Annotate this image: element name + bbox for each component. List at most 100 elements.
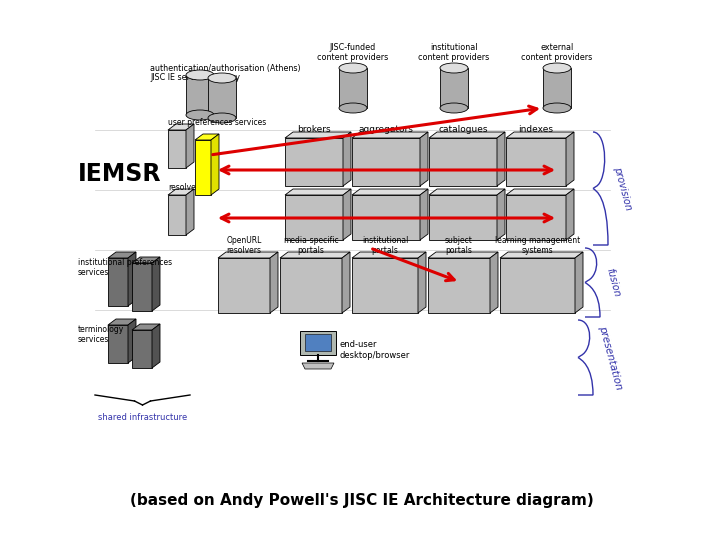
Text: provision: provision (612, 166, 634, 211)
Polygon shape (352, 132, 428, 138)
Text: resolvers: resolvers (168, 183, 203, 192)
Polygon shape (186, 75, 214, 115)
Text: learning management
systems: learning management systems (495, 235, 580, 255)
Polygon shape (352, 138, 420, 186)
Polygon shape (343, 132, 351, 186)
Text: (based on Andy Powell's JISC IE Architecture diagram): (based on Andy Powell's JISC IE Architec… (130, 492, 594, 508)
Polygon shape (429, 195, 497, 240)
Polygon shape (429, 132, 505, 138)
Polygon shape (285, 138, 343, 186)
Polygon shape (440, 68, 468, 108)
Polygon shape (429, 189, 505, 195)
Polygon shape (168, 189, 194, 195)
Polygon shape (566, 132, 574, 186)
Text: OpenURL
resolvers: OpenURL resolvers (226, 235, 261, 255)
Text: subject
portals: subject portals (445, 235, 473, 255)
Ellipse shape (440, 103, 468, 113)
Ellipse shape (208, 113, 236, 123)
Text: media-specific
portals: media-specific portals (283, 235, 339, 255)
Polygon shape (108, 252, 136, 258)
Polygon shape (506, 195, 566, 240)
Polygon shape (420, 132, 428, 186)
Text: end-user
desktop/browser: end-user desktop/browser (340, 340, 410, 360)
Polygon shape (195, 134, 219, 140)
Polygon shape (575, 252, 583, 313)
Polygon shape (186, 189, 194, 235)
Polygon shape (343, 189, 351, 240)
Text: fusion: fusion (604, 267, 621, 298)
Polygon shape (270, 252, 278, 313)
Polygon shape (352, 258, 418, 313)
Text: user preferences services: user preferences services (168, 118, 266, 127)
Polygon shape (428, 252, 498, 258)
Text: aggregators: aggregators (359, 125, 413, 134)
Text: shared infrastructure: shared infrastructure (98, 413, 187, 422)
Polygon shape (305, 334, 331, 351)
Polygon shape (128, 252, 136, 306)
Ellipse shape (186, 70, 214, 80)
Polygon shape (285, 195, 343, 240)
Polygon shape (195, 140, 211, 195)
Polygon shape (280, 258, 342, 313)
Polygon shape (132, 257, 160, 263)
Polygon shape (168, 124, 194, 130)
Polygon shape (300, 331, 336, 355)
Polygon shape (497, 132, 505, 186)
Polygon shape (168, 195, 186, 235)
Polygon shape (152, 257, 160, 311)
Polygon shape (342, 252, 350, 313)
Polygon shape (211, 134, 219, 195)
Polygon shape (218, 252, 278, 258)
Text: presentation: presentation (597, 324, 624, 391)
Text: JISC-funded
content providers: JISC-funded content providers (318, 43, 389, 62)
Polygon shape (420, 189, 428, 240)
Text: institutional
portals: institutional portals (362, 235, 408, 255)
Polygon shape (566, 189, 574, 240)
Text: JISC IE service registry: JISC IE service registry (150, 73, 240, 82)
Ellipse shape (440, 63, 468, 73)
Ellipse shape (186, 110, 214, 120)
Polygon shape (302, 363, 334, 369)
Text: catalogues: catalogues (438, 125, 487, 134)
Ellipse shape (208, 73, 236, 83)
Polygon shape (490, 252, 498, 313)
Polygon shape (128, 319, 136, 363)
Text: institutional
content providers: institutional content providers (418, 43, 490, 62)
Polygon shape (285, 132, 351, 138)
Polygon shape (186, 124, 194, 168)
Polygon shape (352, 195, 420, 240)
Polygon shape (428, 258, 490, 313)
Ellipse shape (543, 103, 571, 113)
Polygon shape (280, 252, 350, 258)
Polygon shape (218, 258, 270, 313)
Polygon shape (500, 252, 583, 258)
Polygon shape (418, 252, 426, 313)
Polygon shape (500, 258, 575, 313)
Polygon shape (339, 68, 367, 108)
Polygon shape (108, 258, 128, 306)
Ellipse shape (543, 63, 571, 73)
Text: brokers: brokers (297, 125, 330, 134)
Polygon shape (168, 130, 186, 168)
Polygon shape (352, 189, 428, 195)
Polygon shape (132, 330, 152, 368)
Text: IEMSR: IEMSR (78, 162, 161, 186)
Text: terminology
services: terminology services (78, 325, 125, 345)
Polygon shape (506, 132, 574, 138)
Polygon shape (352, 252, 426, 258)
Polygon shape (132, 263, 152, 311)
Polygon shape (506, 138, 566, 186)
Polygon shape (108, 319, 136, 325)
Polygon shape (108, 325, 128, 363)
Polygon shape (497, 189, 505, 240)
Ellipse shape (339, 63, 367, 73)
Ellipse shape (339, 103, 367, 113)
Polygon shape (152, 324, 160, 368)
Text: external
content providers: external content providers (521, 43, 593, 62)
Polygon shape (506, 189, 574, 195)
Polygon shape (285, 189, 351, 195)
Text: authentication/authorisation (Athens): authentication/authorisation (Athens) (150, 64, 301, 73)
Polygon shape (543, 68, 571, 108)
Text: institutional preferences
services: institutional preferences services (78, 258, 172, 278)
Polygon shape (429, 138, 497, 186)
